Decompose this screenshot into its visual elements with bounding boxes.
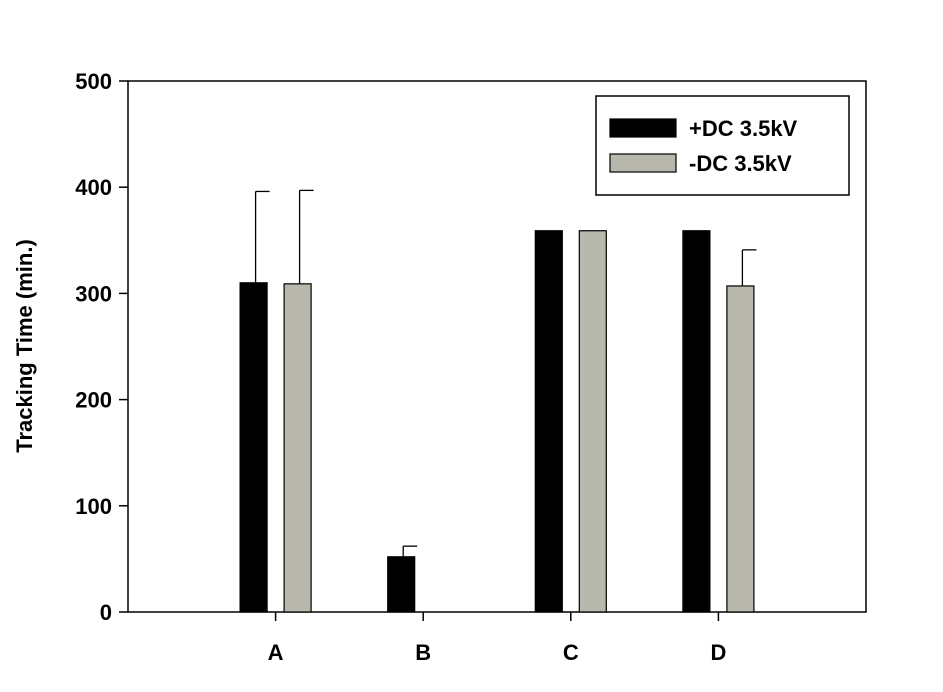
legend-label-series1: +DC 3.5kV (689, 116, 798, 141)
x-ticks-group: A B C D (268, 612, 726, 665)
bar-series1-a (239, 282, 268, 613)
y-tick-label: 500 (75, 69, 112, 94)
x-tick-label-d: D (710, 640, 726, 665)
bars-group (239, 230, 755, 613)
x-tick-label-b: B (415, 640, 431, 665)
x-tick-label-c: C (563, 640, 579, 665)
bar-series2-c (578, 230, 607, 613)
bar-series1-b (387, 556, 416, 613)
legend-swatch-series1 (609, 118, 677, 138)
y-ticks-group: 0 100 200 300 400 500 (75, 69, 128, 625)
legend: +DC 3.5kV -DC 3.5kV (595, 95, 850, 196)
bar-series1-d (682, 230, 711, 613)
x-tick-label-a: A (268, 640, 284, 665)
bar-series2-a (283, 283, 312, 613)
bar-series2-d (726, 285, 755, 613)
legend-label-series2: -DC 3.5kV (689, 151, 792, 176)
plot-area (127, 80, 867, 613)
y-tick-label: 100 (75, 494, 112, 519)
plot-frame (127, 80, 867, 613)
y-tick-label: 200 (75, 388, 112, 413)
legend-swatch-series2 (609, 153, 677, 173)
y-tick-label: 0 (100, 600, 112, 625)
y-tick-label: 300 (75, 281, 112, 306)
error-bars-group (254, 189, 757, 557)
legend-box (595, 95, 850, 196)
y-axis-title: Tracking Time (min.) (12, 239, 37, 453)
bar-series1-c (534, 230, 563, 613)
y-tick-label: 400 (75, 175, 112, 200)
